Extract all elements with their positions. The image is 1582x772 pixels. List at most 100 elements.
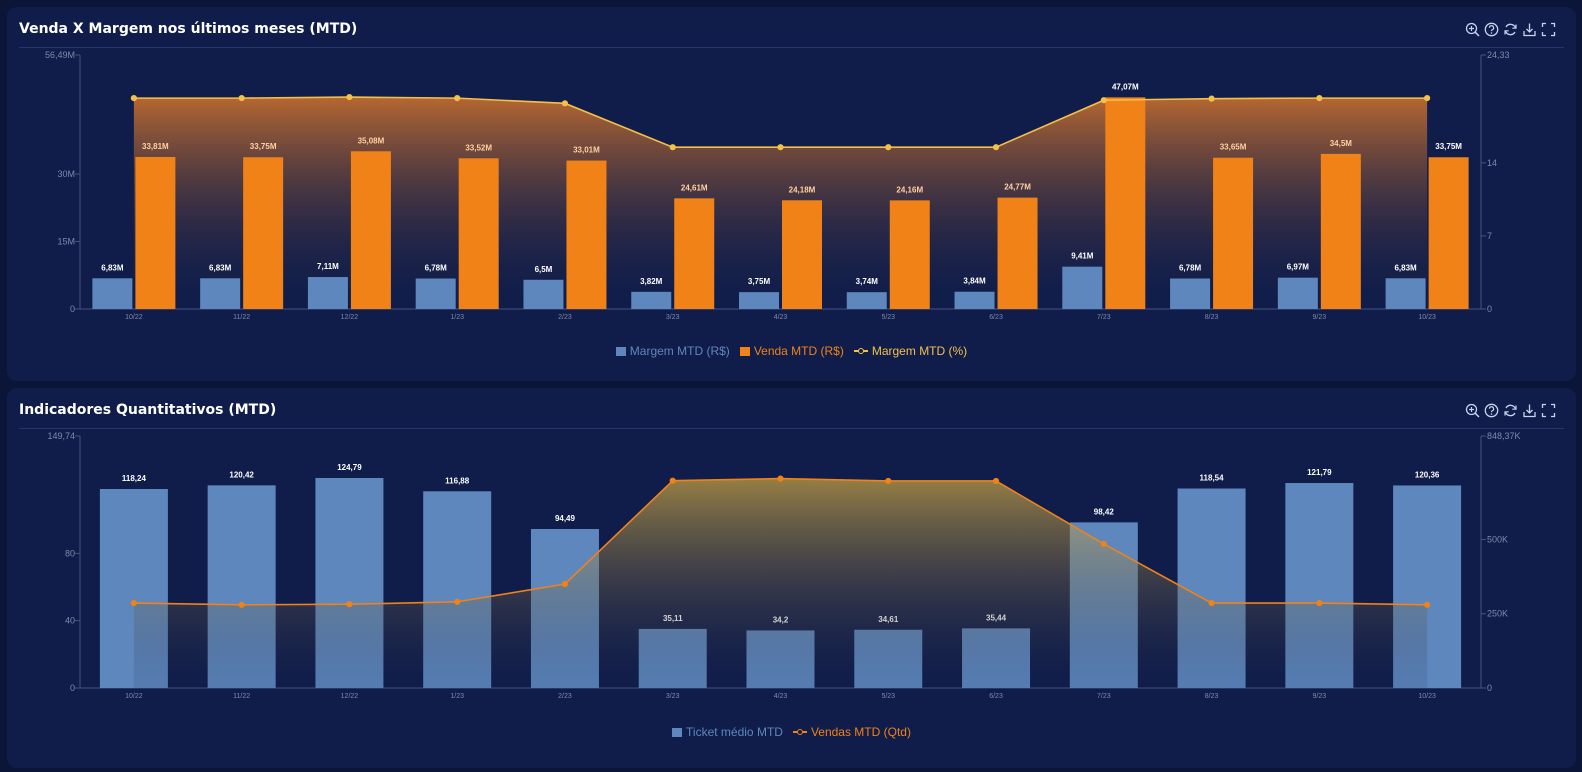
venda-bar bbox=[1105, 97, 1146, 310]
legend-label: Venda MTD (R$) bbox=[753, 344, 844, 358]
chart-legend: Margem MTD (R$) Venda MTD (R$) Margem MT… bbox=[7, 344, 1576, 358]
line-point bbox=[561, 580, 569, 588]
legend-label: Margem MTD (R$) bbox=[629, 344, 730, 358]
fullscreen-icon[interactable] bbox=[1541, 403, 1556, 418]
download-icon[interactable] bbox=[1522, 22, 1537, 37]
bar-value-label: 33,52M bbox=[465, 143, 492, 152]
legend-item-vendas-qtd[interactable]: Vendas MTD (Qtd) bbox=[792, 725, 911, 739]
bar-value-label: 116,88 bbox=[445, 476, 470, 485]
venda-bar bbox=[1213, 157, 1254, 309]
venda-bar bbox=[566, 160, 607, 309]
legend-swatch bbox=[853, 347, 868, 355]
line-point bbox=[454, 598, 461, 605]
left-tick-label: 0 bbox=[70, 304, 75, 314]
legend-item-venda[interactable]: Venda MTD (R$) bbox=[739, 344, 844, 358]
x-tick-label: 11/22 bbox=[233, 314, 250, 321]
margem-bar bbox=[200, 278, 241, 309]
right-tick-label: 500K bbox=[1487, 534, 1508, 544]
margem-bar bbox=[739, 292, 779, 309]
right-tick-label: 250K bbox=[1487, 609, 1508, 619]
line-point bbox=[777, 144, 784, 151]
bar-value-label: 118,24 bbox=[122, 474, 147, 483]
bar-value-label: 118,54 bbox=[1200, 474, 1225, 483]
margem-bar bbox=[631, 291, 672, 309]
x-tick-label: 11/22 bbox=[233, 693, 250, 700]
bar-value-label: 3,84M bbox=[963, 277, 986, 286]
bar-value-label: 33,65M bbox=[1220, 143, 1247, 152]
zoom-in-icon[interactable] bbox=[1465, 22, 1480, 37]
fullscreen-icon[interactable] bbox=[1541, 22, 1556, 37]
bar-value-label: 120,36 bbox=[1415, 470, 1440, 479]
line-point bbox=[1316, 599, 1323, 607]
bar-value-label: 6,83M bbox=[101, 263, 124, 272]
panel-toolbar bbox=[1465, 22, 1556, 37]
bar-value-label: 24,18M bbox=[789, 185, 816, 194]
refresh-icon[interactable] bbox=[1503, 403, 1518, 418]
venda-margem-chart: 0 15M 30M 56,49M 0 7 14 24,33 10/22 11/22 12/22 1/2… bbox=[45, 50, 1510, 321]
right-tick-label: 14 bbox=[1487, 158, 1497, 168]
bar-value-label: 6,78M bbox=[1179, 264, 1202, 273]
left-tick-label: 40 bbox=[65, 616, 75, 626]
margem-bar bbox=[1277, 277, 1318, 309]
x-tick-label: 10/22 bbox=[125, 693, 143, 700]
title-divider bbox=[19, 428, 1564, 429]
left-tick-label: 149,74 bbox=[47, 431, 75, 441]
venda-bar bbox=[243, 157, 284, 309]
legend-swatch bbox=[792, 728, 807, 736]
margem-bar bbox=[523, 279, 564, 309]
bar-value-label: 24,61M bbox=[681, 183, 708, 192]
x-tick-label: 3/23 bbox=[666, 314, 680, 321]
margem-bar bbox=[846, 292, 887, 309]
bar-value-label: 6,5M bbox=[535, 265, 553, 274]
legend-label: Ticket médio MTD bbox=[686, 725, 783, 739]
chart-legend: Ticket médio MTD Vendas MTD (Qtd) bbox=[7, 725, 1576, 739]
legend-swatch bbox=[672, 727, 683, 737]
x-tick-label: 2/23 bbox=[558, 314, 572, 321]
line-point bbox=[130, 599, 137, 607]
help-icon[interactable] bbox=[1484, 403, 1499, 418]
bar-value-label: 47,07M bbox=[1112, 82, 1139, 91]
bar-value-label: 98,42 bbox=[1094, 507, 1115, 516]
legend-item-margem[interactable]: Margem MTD (R$) bbox=[615, 344, 730, 358]
help-icon[interactable] bbox=[1484, 22, 1499, 37]
x-tick-label: 10/22 bbox=[125, 314, 143, 321]
x-tick-label: 7/23 bbox=[1097, 314, 1111, 321]
line-point bbox=[1100, 97, 1107, 104]
x-tick-label: 2/23 bbox=[558, 693, 572, 700]
venda-bar bbox=[350, 151, 391, 309]
x-tick-label: 3/23 bbox=[666, 693, 680, 700]
x-tick-label: 10/23 bbox=[1418, 314, 1436, 321]
x-tick-label: 6/23 bbox=[989, 314, 1003, 321]
venda-bar bbox=[135, 156, 176, 309]
bar-value-label: 33,75M bbox=[1435, 142, 1462, 151]
zoom-in-icon[interactable] bbox=[1465, 403, 1480, 418]
margem-bar bbox=[1385, 278, 1426, 309]
x-tick-label: 5/23 bbox=[881, 314, 895, 321]
line-point bbox=[669, 144, 676, 151]
line-point bbox=[346, 93, 353, 101]
bar-value-label: 121,79 bbox=[1307, 468, 1332, 477]
bar-value-label: 124,79 bbox=[337, 463, 362, 472]
line-point bbox=[669, 477, 676, 484]
bar-value-label: 24,77M bbox=[1004, 183, 1031, 192]
legend-item-margem-pct[interactable]: Margem MTD (%) bbox=[853, 344, 967, 358]
line-point bbox=[885, 144, 892, 151]
line-point bbox=[1316, 95, 1323, 102]
venda-bar bbox=[674, 198, 715, 309]
left-tick-label: 56,49M bbox=[45, 50, 75, 60]
panel-title: Indicadores Quantitativos (MTD) bbox=[19, 402, 277, 418]
line-point bbox=[130, 95, 137, 102]
x-tick-label: 8/23 bbox=[1205, 693, 1219, 700]
x-tick-label: 4/23 bbox=[774, 314, 788, 321]
bar-value-label: 3,82M bbox=[640, 277, 663, 286]
bar-value-label: 24,16M bbox=[896, 185, 923, 194]
venda-bar bbox=[889, 200, 930, 309]
download-icon[interactable] bbox=[1522, 403, 1537, 418]
margem-bar bbox=[415, 278, 456, 309]
legend-item-ticket[interactable]: Ticket médio MTD bbox=[672, 725, 783, 739]
legend-swatch bbox=[739, 346, 750, 356]
x-tick-label: 9/23 bbox=[1313, 693, 1327, 700]
refresh-icon[interactable] bbox=[1503, 22, 1518, 37]
bar-value-label: 120,42 bbox=[229, 470, 254, 479]
left-tick-label: 80 bbox=[65, 548, 75, 558]
